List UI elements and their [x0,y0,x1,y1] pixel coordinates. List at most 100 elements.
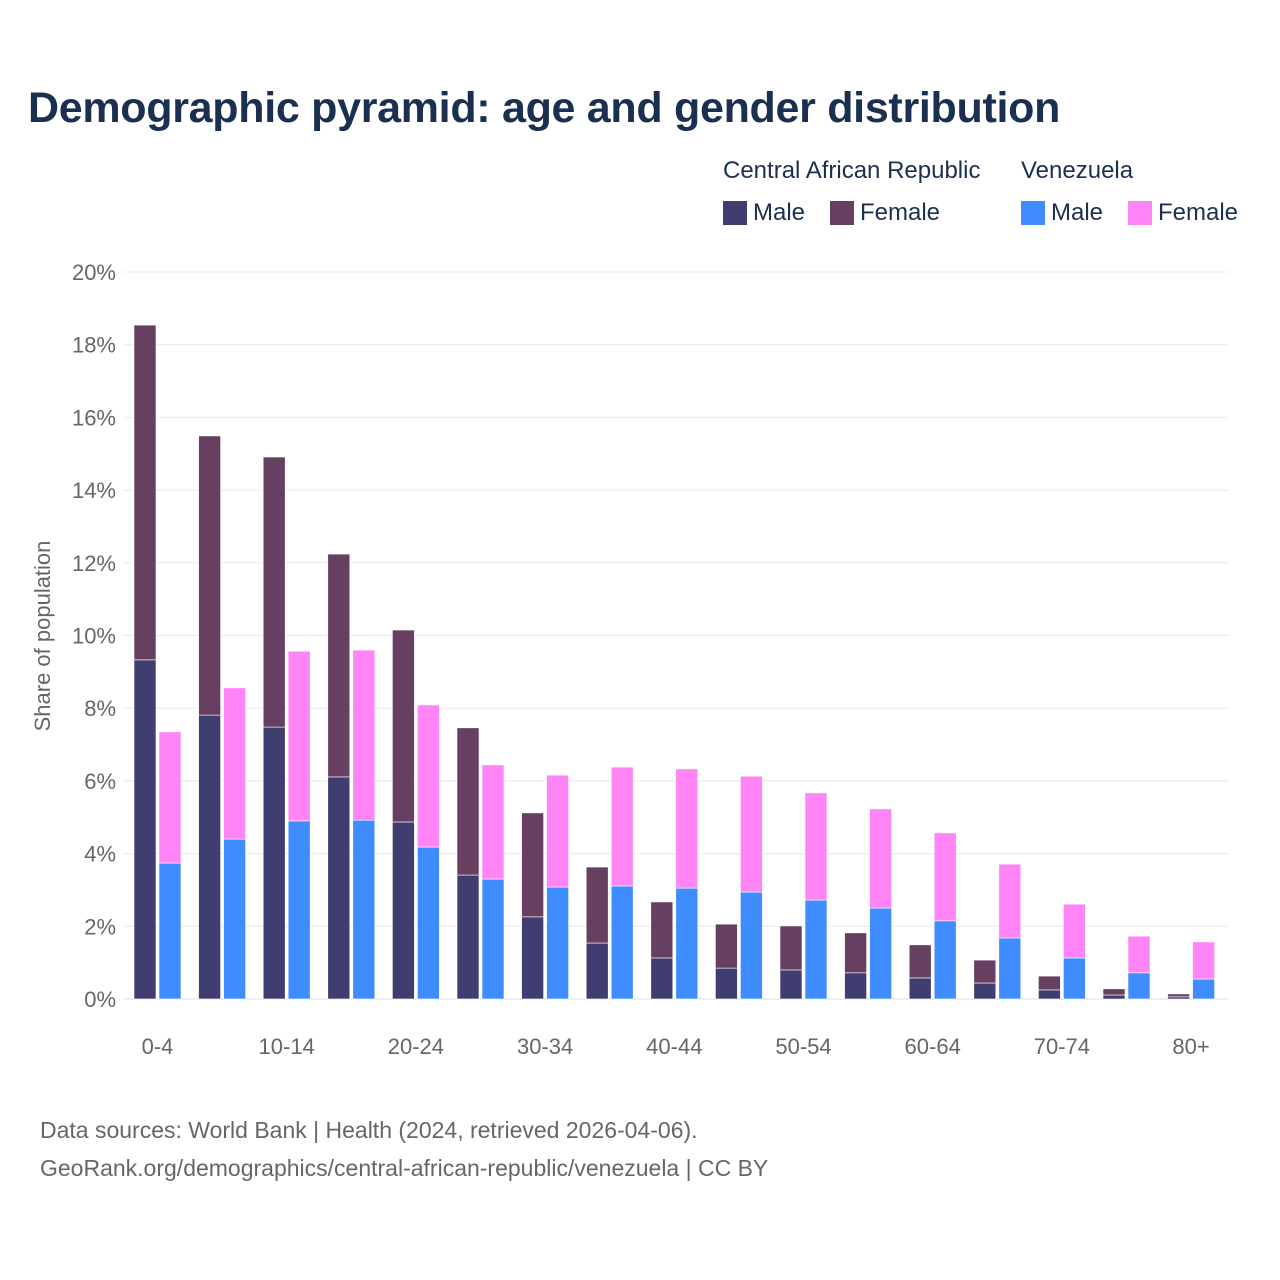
bar-car-male [779,969,803,1000]
bar-venezuela-female [481,764,505,880]
x-tick-label: 20-24 [388,1034,444,1059]
bar-venezuela-female [933,832,957,922]
bar-venezuela-female [352,649,376,821]
bar-car-male [392,821,415,1000]
bar-car-female [650,901,674,959]
bar-venezuela-female [417,704,440,848]
x-tick-label: 10-14 [259,1034,315,1059]
y-tick-label: 14% [72,478,116,503]
bar-car-female [198,435,221,716]
bar-venezuela-female [869,808,892,909]
bar-venezuela-male [610,885,634,1000]
bar-venezuela-male [804,899,828,1000]
bar-venezuela-male [1192,978,1215,1000]
bar-venezuela-female [1127,935,1151,974]
bar-car-male [715,967,738,1000]
bar-car-male [456,874,480,1000]
bar-car-male [650,957,674,1000]
legend-swatch [1128,201,1152,225]
bar-car-female [973,959,997,984]
y-tick-label: 12% [72,551,116,576]
bar-car-male [262,726,286,1000]
bar-venezuela-female [675,768,699,889]
legend-venezuela-male[interactable]: Male [1021,199,1103,227]
chart-title: Demographic pyramid: age and gender dist… [28,84,1061,132]
legend-label: Female [860,199,941,226]
legend-swatch [830,201,854,225]
bar-venezuela-male [933,920,957,1000]
bar-car-female [1167,993,1190,998]
y-axis-label: Share of population [30,541,55,732]
bar-car-male [844,972,867,1000]
bar-venezuela-male [352,819,376,1000]
bar-venezuela-female [546,774,569,888]
x-tick-label: 50-54 [775,1034,831,1059]
bar-venezuela-male [1063,957,1086,1000]
bar-car-female [392,629,415,823]
bar-car-male [973,982,997,1000]
bar-venezuela-female [1192,941,1215,980]
legend-label: Male [1051,199,1104,226]
y-tick-label: 8% [84,696,116,721]
legend-group-car: Central African Republic [723,157,981,184]
bar-venezuela-female [287,650,311,822]
bar-venezuela-female [740,775,763,893]
bar-car-male [198,714,221,1000]
bar-car-male [327,776,351,1000]
bar-car-male [1038,989,1061,1000]
footer-source: Data sources: World Bank | Health (2024,… [40,1117,698,1143]
bar-car-female [133,324,157,661]
legend-car-male[interactable]: Male [723,199,805,227]
y-tick-label: 10% [72,624,116,649]
bar-venezuela-male [675,887,699,1000]
legend-venezuela-female[interactable]: Female [1128,199,1238,227]
bar-car-male [1102,994,1126,1000]
y-tick-label: 20% [72,260,116,285]
legend-swatch [1021,201,1045,225]
bar-venezuela-male [158,862,182,1000]
bar-venezuela-female [223,687,246,840]
x-tick-label: 80+ [1172,1034,1209,1059]
bar-venezuela-male [998,937,1022,1000]
bar-venezuela-female [158,731,182,864]
bar-venezuela-male [223,838,246,1000]
x-tick-label: 40-44 [646,1034,702,1059]
bar-car-male [521,916,544,1000]
bar-car-male [1167,996,1190,1000]
bar-venezuela-female [1063,903,1086,959]
legend-label: Female [1158,199,1239,226]
bar-car-female [1102,988,1126,996]
bar-car-female [1038,975,1061,991]
bar-venezuela-male [740,891,763,1000]
footer-url[interactable]: GeoRank.org/demographics/central-african… [40,1155,769,1181]
bar-car-female [456,727,480,876]
y-tick-label: 0% [84,987,116,1012]
bar-car-male [133,659,157,1000]
y-tick-label: 16% [72,405,116,430]
bar-car-female [844,932,867,974]
legend-car-female[interactable]: Female [830,199,940,227]
bar-car-female [262,456,286,728]
bar-venezuela-male [546,886,569,1000]
bar-car-male [908,977,932,1000]
bar-car-female [779,925,803,971]
bar-venezuela-male [1127,972,1151,1000]
legend-group-venezuela: Venezuela [1021,157,1134,184]
legend-label: Male [753,199,806,226]
bar-car-female [908,944,932,979]
x-tick-label: 70-74 [1034,1034,1090,1059]
bar-car-female [715,923,738,969]
bar-venezuela-female [998,863,1022,939]
bar-car-female [521,812,544,918]
y-tick-label: 18% [72,333,116,358]
bar-venezuela-male [287,820,311,1000]
y-tick-label: 4% [84,842,116,867]
y-tick-label: 2% [84,914,116,939]
bar-venezuela-male [417,846,440,1000]
bar-venezuela-male [869,907,892,1000]
x-tick-label: 30-34 [517,1034,573,1059]
bar-car-male [585,942,609,1000]
bar-venezuela-female [804,792,828,901]
bar-car-female [585,866,609,944]
